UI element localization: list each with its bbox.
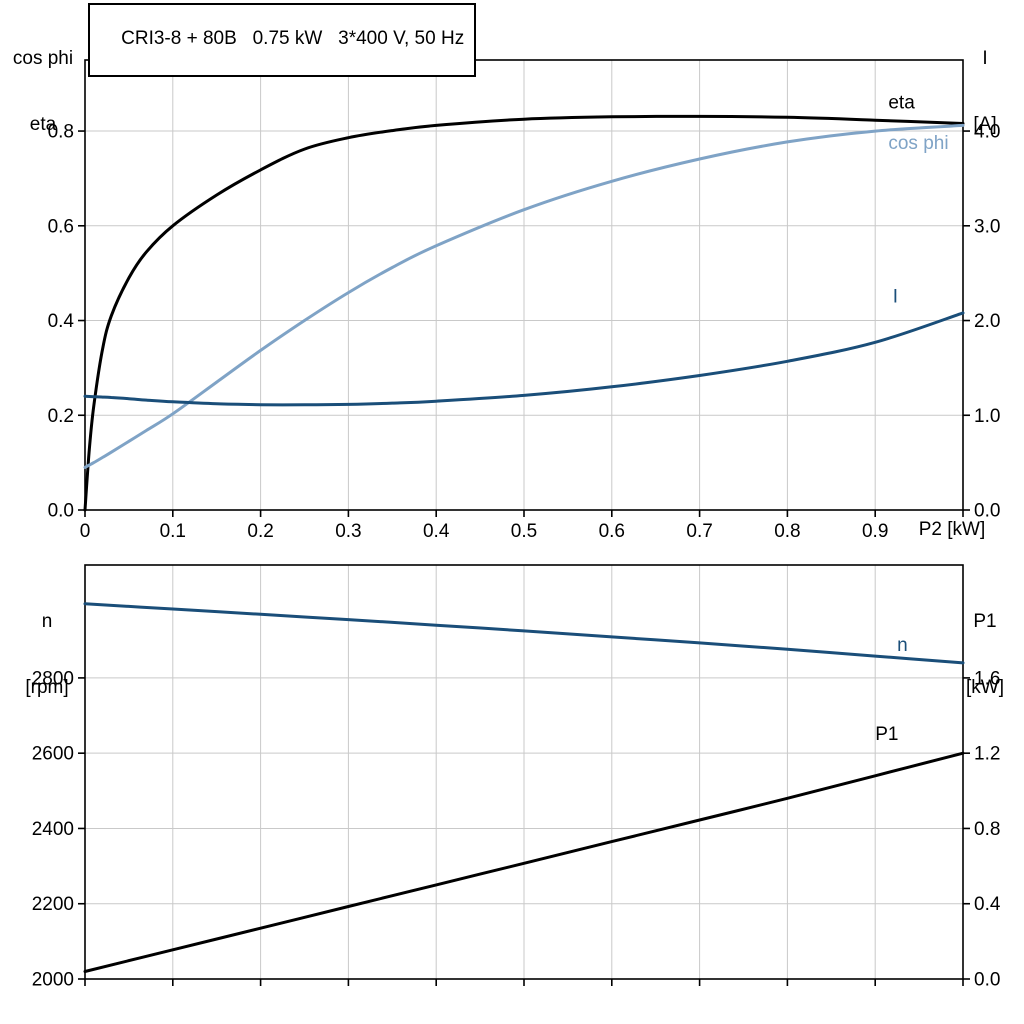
- top-right-axis-label: I [A]: [946, 4, 1024, 180]
- curve-label-n: n: [897, 635, 908, 656]
- axis-label-speed-unit: [rpm]: [25, 677, 69, 698]
- svg-text:1.6: 1.6: [974, 668, 1000, 689]
- svg-text:0: 0: [80, 521, 91, 542]
- svg-text:0.4: 0.4: [974, 894, 1001, 915]
- svg-text:0.4: 0.4: [48, 311, 75, 332]
- x-axis-label: P2 [kW]: [918, 519, 986, 540]
- svg-text:2800: 2800: [32, 668, 74, 689]
- svg-text:0.6: 0.6: [599, 521, 625, 542]
- chart-title-box: CRI3-8 + 80B 0.75 kW 3*400 V, 50 Hz: [88, 3, 477, 77]
- axis-label-p1: P1: [973, 611, 997, 632]
- top-left-axis-label: cos phi eta: [2, 4, 84, 180]
- curve-cos-phi: [83, 123, 965, 469]
- axis-label-p1-unit: [kW]: [966, 677, 1004, 698]
- chart-title: CRI3-8 + 80B 0.75 kW 3*400 V, 50 Hz: [121, 28, 465, 49]
- svg-text:0.9: 0.9: [862, 521, 888, 542]
- curve-label-cos-phi: cos phi: [888, 133, 948, 154]
- svg-text:3.0: 3.0: [974, 216, 1000, 237]
- ticks-panel-1: [78, 677, 970, 986]
- grid-panel-0: [85, 60, 963, 510]
- axis-label-current-unit: [A]: [973, 114, 997, 135]
- svg-text:0.0: 0.0: [48, 501, 74, 522]
- bottom-right-axis-label: P1 [kW]: [946, 567, 1024, 743]
- tick-labels-panel-0: 0 0.1 0.2 0.3 0.4 0.5 0.6 0.7 0.8 0.9 0.0 0.2 0.4 0.6…: [48, 122, 1001, 542]
- svg-text:0.2: 0.2: [247, 521, 273, 542]
- svg-text:0.3: 0.3: [335, 521, 361, 542]
- svg-text:2.0: 2.0: [974, 311, 1000, 332]
- svg-text:0.6: 0.6: [48, 216, 74, 237]
- axis-label-eta: eta: [29, 114, 57, 135]
- svg-text:1.2: 1.2: [974, 744, 1000, 765]
- svg-text:0.7: 0.7: [686, 521, 712, 542]
- curve-P1: [83, 751, 965, 973]
- tick-labels-panel-1: 2000 2200 2400 2600 2800 0.0 0.4 0.8 1.2 1.6: [32, 668, 1001, 990]
- grid-panel-1: [85, 565, 963, 979]
- svg-text:0.5: 0.5: [511, 521, 537, 542]
- axis-label-current: I: [982, 48, 988, 69]
- svg-text:4.0: 4.0: [974, 122, 1000, 143]
- svg-text:2400: 2400: [32, 819, 74, 840]
- curve-n: [83, 602, 965, 665]
- curve-label-P1: P1: [875, 724, 898, 745]
- axis-label-speed: n: [41, 611, 53, 632]
- svg-text:2000: 2000: [32, 970, 74, 991]
- curve-I: [83, 311, 965, 407]
- axis-label-cos-phi: cos phi: [12, 48, 74, 69]
- svg-text:0.8: 0.8: [48, 122, 74, 143]
- svg-text:0.0: 0.0: [974, 501, 1000, 522]
- svg-text:0.4: 0.4: [423, 521, 450, 542]
- svg-text:0.0: 0.0: [974, 970, 1000, 991]
- svg-text:1.0: 1.0: [974, 406, 1000, 427]
- curve-label-I: I: [893, 287, 898, 308]
- svg-text:0.1: 0.1: [160, 521, 186, 542]
- svg-text:2200: 2200: [32, 894, 74, 915]
- svg-text:0.8: 0.8: [974, 819, 1000, 840]
- svg-text:0.8: 0.8: [774, 521, 800, 542]
- curve-label-eta: eta: [888, 92, 915, 113]
- bottom-left-axis-label: n [rpm]: [6, 567, 88, 743]
- svg-text:2600: 2600: [32, 744, 74, 765]
- curve-eta: [83, 114, 965, 512]
- svg-text:0.2: 0.2: [48, 406, 74, 427]
